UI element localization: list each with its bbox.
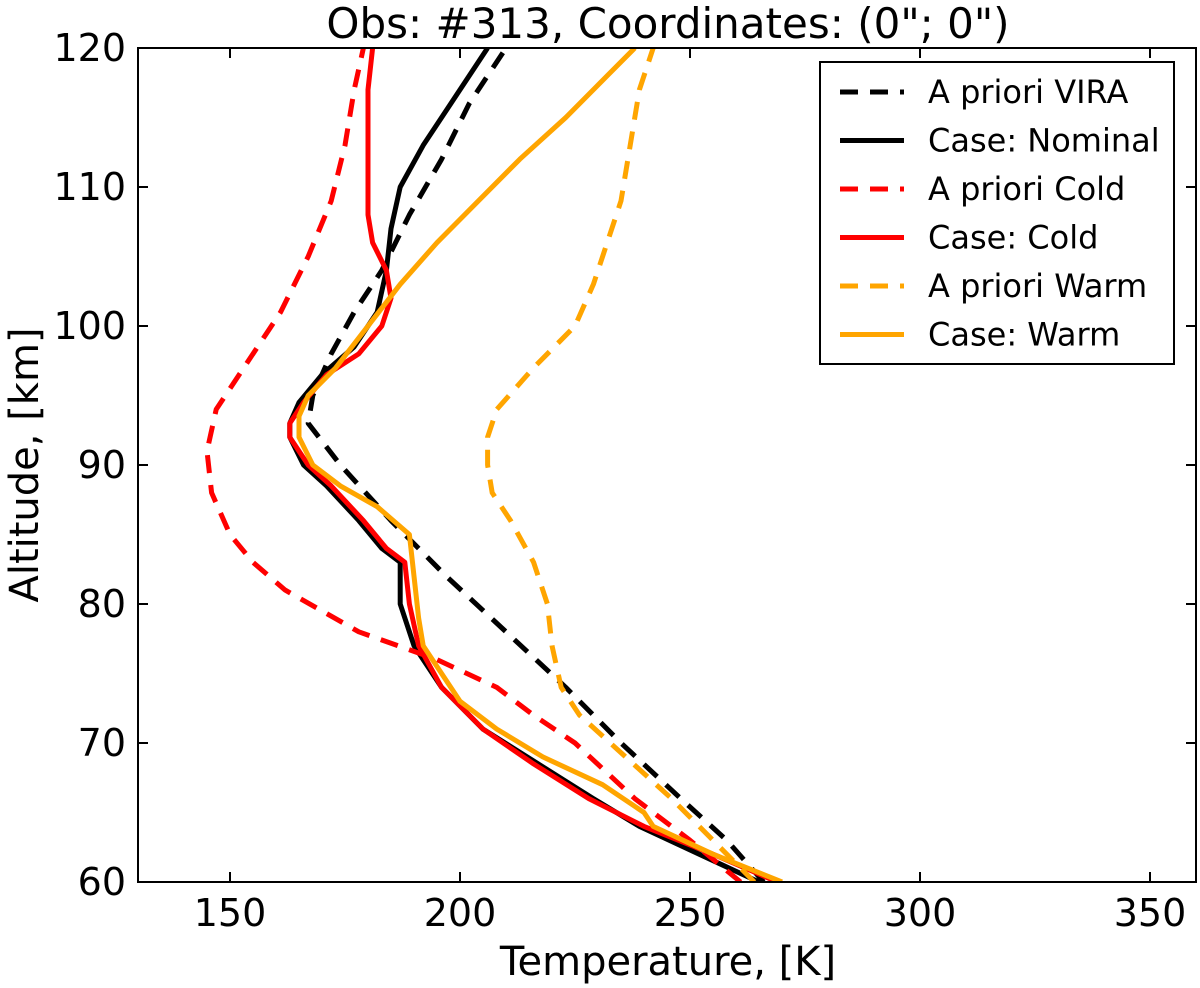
legend-label: A priori Warm bbox=[928, 267, 1147, 305]
legend-label: A priori Cold bbox=[928, 170, 1125, 208]
y-tick-label: 110 bbox=[53, 165, 126, 209]
y-tick-label: 90 bbox=[78, 443, 126, 487]
x-tick-label: 150 bbox=[194, 891, 267, 935]
y-tick-label: 80 bbox=[78, 582, 126, 626]
x-tick-label: 300 bbox=[884, 891, 957, 935]
x-axis-label: Temperature, [K] bbox=[499, 939, 836, 985]
chart-title: Obs: #313, Coordinates: (0"; 0") bbox=[326, 0, 1009, 48]
x-tick-label: 350 bbox=[1114, 891, 1187, 935]
y-tick-label: 100 bbox=[53, 304, 126, 348]
y-tick-label: 70 bbox=[78, 721, 126, 765]
y-tick-label: 120 bbox=[53, 26, 126, 70]
legend-label: Case: Warm bbox=[928, 316, 1120, 354]
legend: A priori VIRA Case: Nominal A priori Cold C… bbox=[819, 61, 1175, 365]
plot-area bbox=[204, 48, 783, 882]
y-axis-label: Altitude, [km] bbox=[2, 327, 48, 602]
axis-ticks: 150 200 250 300 350 60 70 80 90 100 110 120 bbox=[53, 26, 1196, 935]
x-tick-label: 250 bbox=[654, 891, 727, 935]
series-line-a-priori-cold bbox=[204, 48, 743, 882]
legend-label: Case: Nominal bbox=[928, 122, 1160, 160]
legend-label: Case: Cold bbox=[928, 219, 1098, 257]
series-line-a-priori-vira bbox=[305, 48, 766, 882]
legend-label: A priori VIRA bbox=[928, 73, 1128, 111]
x-tick-label: 200 bbox=[424, 891, 497, 935]
series-line-a-priori-warm bbox=[485, 48, 757, 882]
series-line-case-cold bbox=[287, 48, 779, 882]
series-line-case-warm bbox=[296, 48, 783, 882]
y-tick-label: 60 bbox=[78, 860, 126, 904]
legend-box bbox=[819, 61, 1175, 365]
